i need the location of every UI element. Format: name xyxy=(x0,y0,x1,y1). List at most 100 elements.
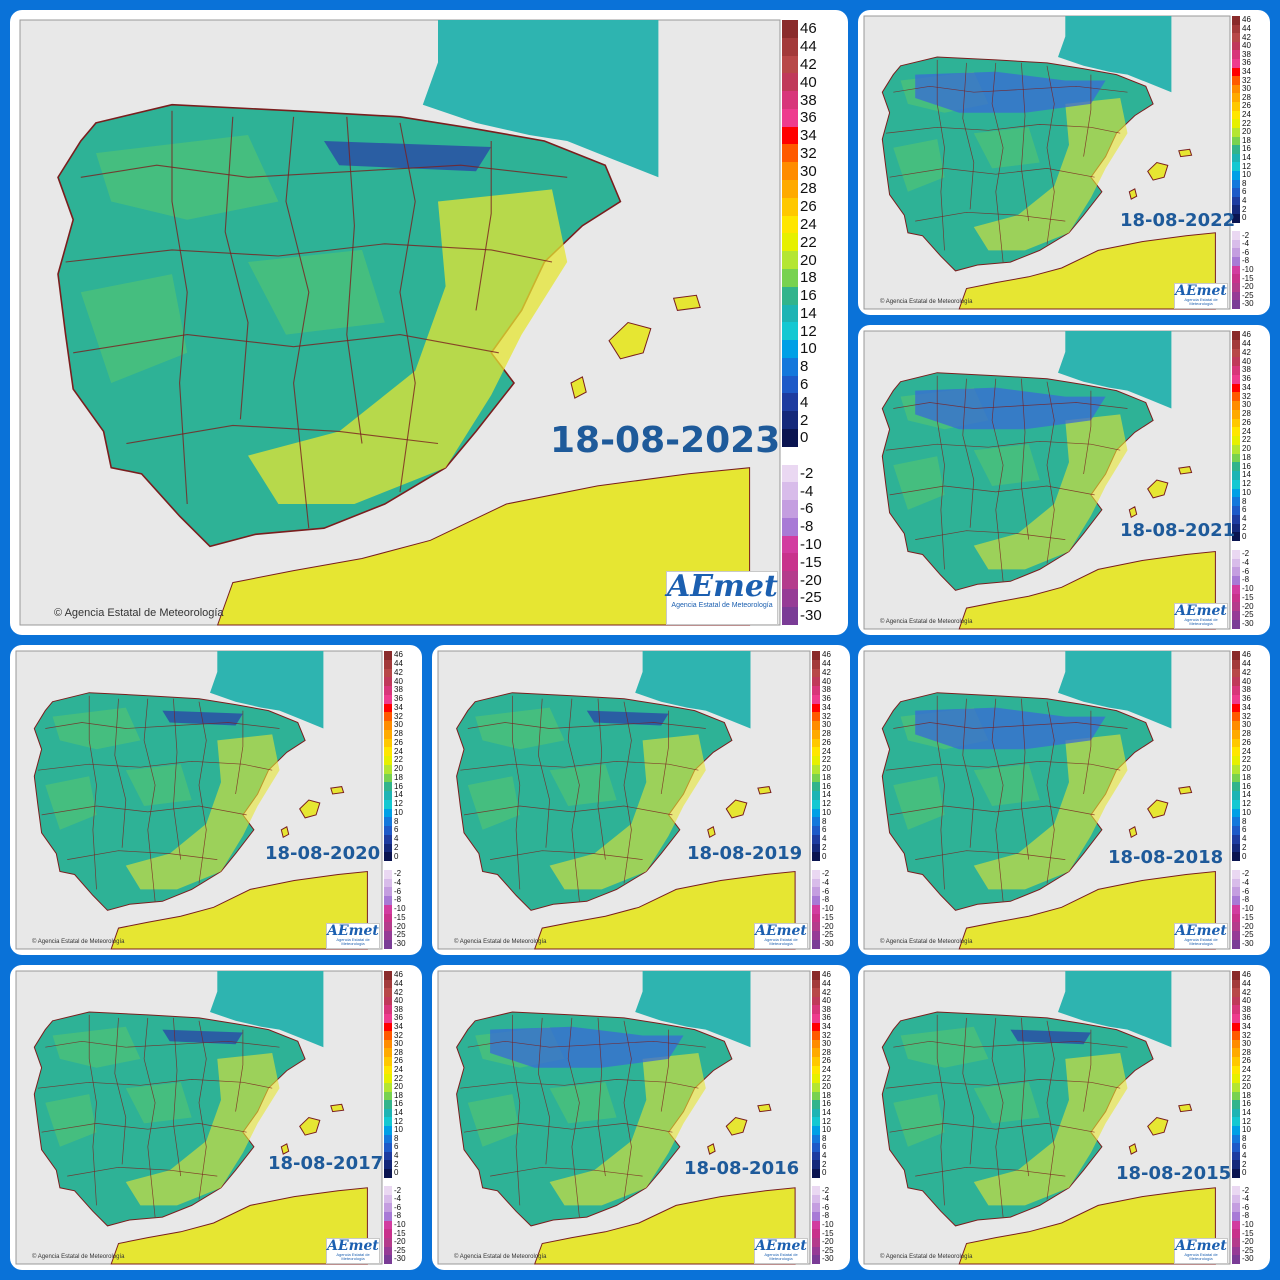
legend-label: 24 xyxy=(822,746,831,756)
legend-row: 16 xyxy=(782,286,838,305)
legend-swatch xyxy=(1232,1091,1240,1101)
legend-row: -20 xyxy=(1232,602,1264,611)
legend-swatch xyxy=(812,979,820,989)
legend-row: -6 xyxy=(812,887,844,896)
legend-swatch xyxy=(1232,392,1240,401)
legend-row: 42 xyxy=(812,668,844,678)
aemet-subtitle: Agencia Estatal de Meteorología xyxy=(336,937,370,946)
legend-swatch xyxy=(1232,348,1240,358)
legend-label: 2 xyxy=(800,411,809,429)
legend-label: 34 xyxy=(1242,702,1251,712)
legend-row: 24 xyxy=(1232,747,1264,756)
legend-row: 14 xyxy=(1232,154,1264,163)
legend-label: 0 xyxy=(800,429,809,447)
legend-swatch xyxy=(1232,418,1240,428)
legend-label: 20 xyxy=(800,251,817,269)
legend-row: 0 xyxy=(1232,852,1264,861)
legend-row: 10 xyxy=(1232,171,1264,180)
legend-label: -15 xyxy=(394,912,406,922)
legend-label: -25 xyxy=(1242,610,1254,620)
legend-label: -10 xyxy=(1242,264,1254,274)
legend-label: -20 xyxy=(822,1237,834,1247)
legend-row: 8 xyxy=(812,1134,844,1144)
legend-row: 0 xyxy=(384,1169,416,1178)
legend-row: 42 xyxy=(384,988,416,997)
legend-label: 34 xyxy=(822,702,831,712)
legend-row: -30 xyxy=(384,1255,416,1264)
legend-label: -20 xyxy=(800,571,822,589)
legend-row: -4 xyxy=(812,1195,844,1204)
legend-label: 18 xyxy=(1242,772,1251,782)
map-date-label: 18-08-2023 xyxy=(550,420,781,461)
legend-swatch xyxy=(812,1065,820,1075)
legend-label: 20 xyxy=(1242,444,1251,454)
legend-swatch xyxy=(1232,729,1240,739)
legend-label: 24 xyxy=(1242,110,1251,119)
aemet-brand: AEmet xyxy=(755,923,807,939)
legend-swatch xyxy=(1232,1065,1240,1075)
legend-swatch xyxy=(384,971,392,980)
legend-swatch xyxy=(384,1074,392,1083)
map-date-label: 18-08-2015 xyxy=(1116,1163,1232,1184)
legend-label: 32 xyxy=(1242,1030,1251,1040)
legend-row: 2 xyxy=(1232,523,1264,533)
legend-row: 32 xyxy=(384,712,416,721)
legend-row: 12 xyxy=(812,1117,844,1126)
legend-row: 16 xyxy=(1232,462,1264,471)
legend-row: -8 xyxy=(1232,257,1264,266)
legend-row: 26 xyxy=(812,1057,844,1066)
legend-swatch xyxy=(1232,659,1240,669)
legend-row: 44 xyxy=(1232,979,1264,989)
legend-swatch xyxy=(1232,1074,1240,1083)
legend-label: 6 xyxy=(1242,825,1247,835)
legend-label: 26 xyxy=(1242,1056,1251,1066)
legend-swatch xyxy=(1232,852,1240,861)
legend-swatch xyxy=(1232,808,1240,818)
legend-label: 6 xyxy=(822,825,827,835)
legend-swatch xyxy=(782,251,798,269)
legend-row: 12 xyxy=(384,800,416,809)
legend-row: -30 xyxy=(782,606,838,625)
legend-swatch xyxy=(384,817,392,826)
legend-swatch xyxy=(1232,76,1240,85)
legend-swatch xyxy=(812,782,820,791)
legend-row: -20 xyxy=(1232,1238,1264,1247)
legend-swatch xyxy=(384,1160,392,1170)
legend-swatch xyxy=(1232,282,1240,292)
legend-row: 16 xyxy=(384,1100,416,1109)
legend-row: 4 xyxy=(1232,197,1264,206)
legend-swatch xyxy=(812,729,820,739)
legend-row: -15 xyxy=(384,1229,416,1238)
legend-swatch xyxy=(1232,339,1240,349)
legend-swatch xyxy=(1232,265,1240,275)
legend-label: 10 xyxy=(1242,807,1251,817)
legend-swatch xyxy=(1232,102,1240,111)
legend-row: -25 xyxy=(782,589,838,607)
legend-label: 24 xyxy=(800,215,817,233)
legend-label: 14 xyxy=(1242,1108,1251,1118)
legend-row: 22 xyxy=(1232,1074,1264,1083)
legend-row: 6 xyxy=(1232,1143,1264,1152)
legend-row: 6 xyxy=(812,1143,844,1152)
legend-swatch xyxy=(1232,1108,1240,1118)
legend-row: 26 xyxy=(1232,418,1264,428)
legend-label: -20 xyxy=(1242,282,1254,292)
legend-label: -6 xyxy=(1242,1202,1250,1212)
legend-label: 32 xyxy=(822,711,831,721)
legend-swatch xyxy=(1232,16,1240,25)
legend-row: 36 xyxy=(1232,375,1264,384)
legend-label: 12 xyxy=(822,1116,831,1126)
legend-row: 12 xyxy=(1232,1117,1264,1126)
legend-label: 6 xyxy=(394,825,399,835)
legend-label: -4 xyxy=(1242,1194,1250,1204)
legend-label: 18 xyxy=(1242,135,1251,145)
legend-row: -15 xyxy=(782,553,838,572)
legend-swatch xyxy=(812,1237,820,1247)
legend-label: 14 xyxy=(822,1108,831,1118)
legend-label: 34 xyxy=(1242,382,1251,392)
legend-swatch xyxy=(1232,971,1240,980)
legend-label: -30 xyxy=(1242,299,1254,309)
legend-row: 28 xyxy=(1232,730,1264,739)
legend-row: 2 xyxy=(812,843,844,853)
legend-swatch xyxy=(1232,773,1240,783)
